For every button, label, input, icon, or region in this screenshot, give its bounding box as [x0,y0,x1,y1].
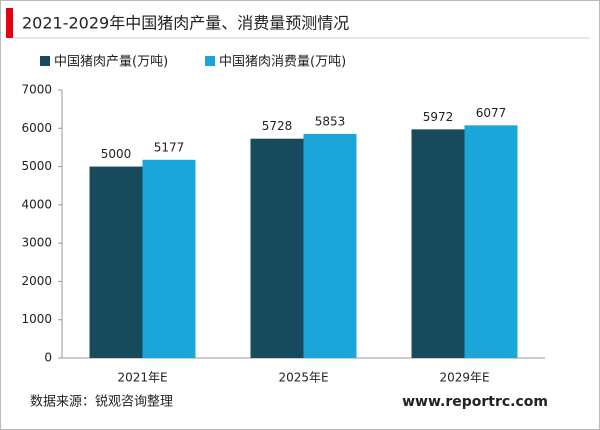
bar [303,133,357,358]
y-tick-label: 2000 [21,274,52,288]
data-label: 5000 [101,147,132,161]
chart-title: 2021-2029年中国猪肉产量、消费量预测情况 [22,14,349,33]
y-tick-label: 3000 [21,236,52,250]
y-tick-label: 6000 [21,121,52,135]
legend-swatch [205,56,215,66]
x-tick-label: 2025年E [278,371,328,385]
data-label: 5972 [423,110,454,124]
bar [142,159,196,358]
data-label: 5853 [315,114,346,128]
data-label: 5728 [262,119,293,133]
bar [411,129,465,358]
bar [464,125,518,359]
y-tick-label: 7000 [21,83,52,97]
bar [89,166,143,358]
x-tick-label: 2029年E [439,371,489,385]
x-tick-label: 2021年E [117,371,167,385]
title-marker [6,8,13,38]
source-note: 数据来源：锐观咨询整理 [30,395,173,410]
data-label: 5177 [154,140,185,154]
legend-swatch [40,56,50,66]
y-tick-label: 5000 [21,159,52,173]
y-tick-label: 0 [44,351,52,365]
data-label: 6077 [476,106,507,120]
legend-label: 中国猪肉产量(万吨) [54,55,168,70]
website: www.reportrc.com [402,394,548,410]
y-tick-label: 1000 [21,312,52,326]
y-tick-label: 4000 [21,197,52,211]
bar [250,138,304,358]
legend-label: 中国猪肉消费量(万吨) [219,55,346,70]
